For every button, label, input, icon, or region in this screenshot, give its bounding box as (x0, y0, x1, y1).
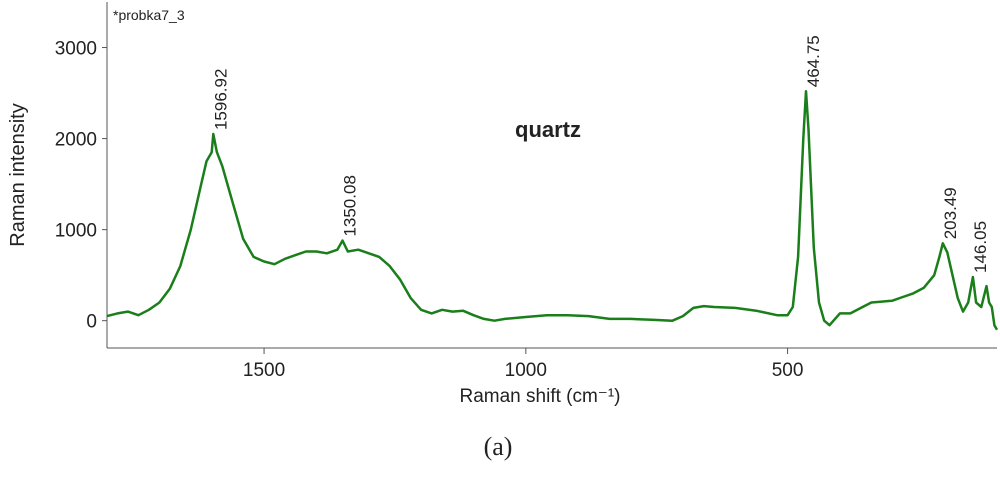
caption: (a) (484, 432, 513, 461)
x-tick-label: 1500 (243, 360, 285, 381)
sample-label: *probka7_3 (113, 7, 185, 23)
peak-label: 1350.08 (341, 175, 360, 236)
x-tick-label: 500 (772, 360, 804, 381)
x-tick-label: 1000 (505, 360, 547, 381)
peak-label: 146.05 (971, 221, 990, 273)
annotation: quartz (515, 117, 581, 142)
y-axis-label: Raman intensity (7, 103, 29, 246)
spectrum-line (106, 89, 999, 331)
y-tick-label: 3000 (55, 39, 97, 60)
y-tick-label: 1000 (55, 221, 97, 242)
peak-label: 203.49 (941, 187, 960, 239)
peak-label: 1596.92 (211, 69, 230, 130)
peak-label: 464.75 (804, 35, 823, 87)
x-axis-label: Raman shift (cm⁻¹) (460, 386, 621, 407)
y-tick-label: 2000 (55, 130, 97, 151)
y-tick-label: 0 (86, 312, 97, 333)
